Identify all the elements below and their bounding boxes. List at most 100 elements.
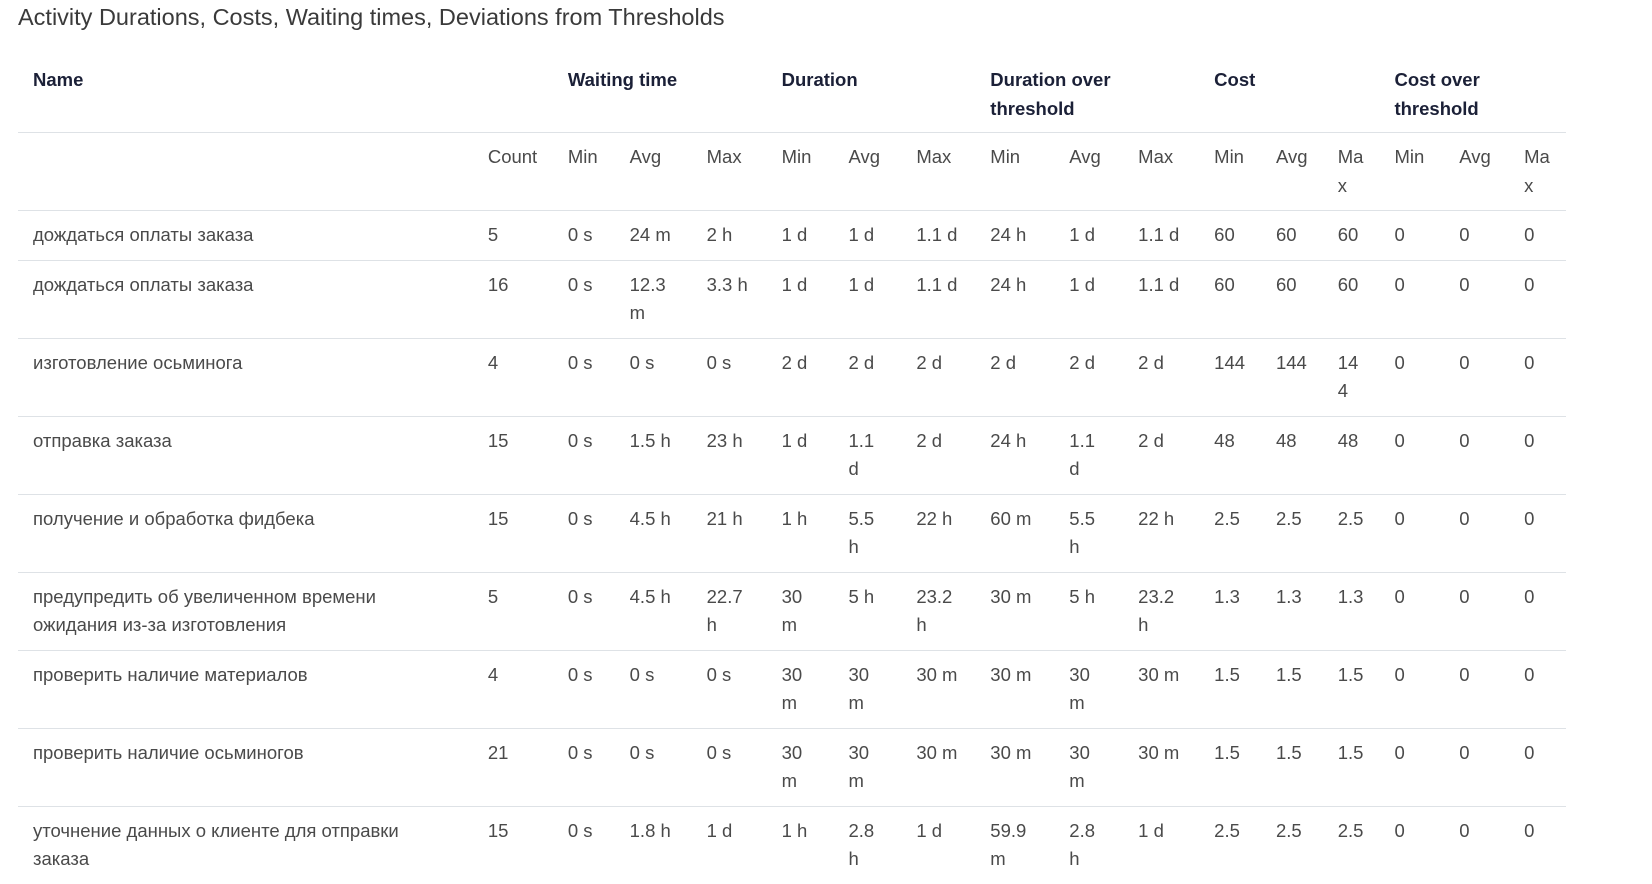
activity-name-cell: получение и обработка фидбека bbox=[18, 494, 473, 573]
cell-cost-over-max: 0 bbox=[1524, 819, 1535, 841]
cell-duration-over-max: 2 d bbox=[1123, 338, 1200, 417]
cell-duration-min: 1 d bbox=[766, 260, 834, 339]
cell-cost-avg: 60 bbox=[1260, 210, 1323, 261]
cell-cost-over-avg: 0 bbox=[1444, 416, 1510, 495]
cell-waiting-max: 22.7 h bbox=[691, 572, 767, 651]
cell-waiting-avg: 0 s bbox=[614, 338, 692, 417]
cell-count: 5 bbox=[472, 572, 553, 651]
cell-waiting-max: 0 s bbox=[691, 728, 767, 807]
header-waiting-time: Waiting time bbox=[552, 56, 767, 133]
cell-duration-over-max: 1.1 d bbox=[1123, 260, 1200, 339]
cell-duration-min: 30 m bbox=[766, 728, 834, 807]
cell-count: 15 bbox=[472, 416, 553, 495]
subheader-cost-avg: Avg bbox=[1260, 132, 1323, 211]
cell-cost-max: 1.5 bbox=[1322, 650, 1380, 729]
cell-duration-avg: 1 d bbox=[833, 210, 902, 261]
subheader-duration-max: Max bbox=[901, 132, 976, 211]
cell-waiting-min: 0 s bbox=[552, 210, 615, 261]
cell-duration-min: 1 h bbox=[766, 494, 834, 573]
cell-cost-max: 1.5 bbox=[1322, 728, 1380, 807]
cell-duration-over-avg: 1.1 d bbox=[1054, 416, 1124, 495]
cell-duration-over-avg: 5 h bbox=[1054, 572, 1124, 651]
cell-duration-max: 30 m bbox=[901, 650, 976, 729]
cell-cost-over-max: 0 bbox=[1509, 260, 1566, 339]
cell-duration-min: 30 m bbox=[766, 572, 834, 651]
subheader-cost-max: Max bbox=[1322, 132, 1380, 211]
subheader-duration-over-max: Max bbox=[1123, 132, 1200, 211]
cell-cost-over-avg: 0 bbox=[1444, 210, 1510, 261]
cell-cost-over-max: 0 bbox=[1509, 494, 1566, 573]
cell-cost-max: 1.3 bbox=[1322, 572, 1380, 651]
cell-duration-over-min: 30 m bbox=[975, 650, 1055, 729]
cell-duration-over-avg: 1 d bbox=[1054, 260, 1124, 339]
cell-cost-avg: 1.5 bbox=[1260, 728, 1323, 807]
cell-waiting-avg: 0 s bbox=[614, 650, 692, 729]
header-duration: Duration bbox=[766, 56, 976, 133]
subheader-cost-over-max: Max bbox=[1509, 132, 1566, 211]
cell-duration-over-min: 30 m bbox=[975, 728, 1055, 807]
cell-waiting-max: 23 h bbox=[691, 416, 767, 495]
cell-waiting-min: 0 s bbox=[552, 260, 615, 339]
cell-waiting-min: 0 s bbox=[552, 338, 615, 417]
cell-duration-avg: 30 m bbox=[833, 650, 902, 729]
table-row: предупредить об увеличенном времени ожид… bbox=[18, 572, 1566, 651]
subheader-cost-min: Min bbox=[1199, 132, 1261, 211]
cell-waiting-min: 0 s bbox=[567, 819, 593, 841]
cell-cost-max: 48 bbox=[1322, 416, 1380, 495]
cell-duration-over-min: 24 h bbox=[975, 210, 1055, 261]
cell-duration-over-min: 24 h bbox=[975, 260, 1055, 339]
cell-cost-over-min: 0 bbox=[1379, 572, 1445, 651]
cell-duration-avg: 2.8 h bbox=[848, 819, 875, 870]
cell-duration-max: 22 h bbox=[901, 494, 976, 573]
cell-cost-over-avg: 0 bbox=[1459, 819, 1470, 841]
cell-duration-max: 30 m bbox=[901, 728, 976, 807]
header-name: Name bbox=[18, 56, 553, 133]
cell-cost-over-max: 0 bbox=[1509, 572, 1566, 651]
cell-duration-over-min: 2 d bbox=[975, 338, 1055, 417]
cell-waiting-min: 0 s bbox=[552, 416, 615, 495]
cell-cost-max: 60 bbox=[1322, 210, 1380, 261]
activity-stats-table: Name Waiting time Duration Duration over… bbox=[18, 56, 1566, 884]
subheader-duration-avg: Avg bbox=[833, 132, 902, 211]
cell-waiting-min: 0 s bbox=[552, 728, 615, 807]
cell-cost-min: 2.5 bbox=[1214, 819, 1240, 841]
subheader-waiting-max: Max bbox=[691, 132, 767, 211]
page-title: Activity Durations, Costs, Waiting times… bbox=[18, 4, 725, 30]
activity-name-cell: проверить наличие материалов bbox=[18, 650, 473, 729]
header-cost-over-threshold: Cost over threshold bbox=[1379, 56, 1566, 133]
subheader-name bbox=[18, 132, 473, 211]
cell-waiting-avg: 24 m bbox=[614, 210, 692, 261]
cell-duration-min: 1 d bbox=[766, 416, 834, 495]
cell-duration-avg: 30 m bbox=[833, 728, 902, 807]
cell-waiting-max: 2 h bbox=[691, 210, 767, 261]
cell-cost-max: 2.5 bbox=[1322, 494, 1380, 573]
cell-duration-over-min: 60 m bbox=[975, 494, 1055, 573]
cell-cost-over-avg: 0 bbox=[1444, 728, 1510, 807]
cell-duration-min: 1 h bbox=[781, 819, 808, 841]
cell-cost-min: 1.5 bbox=[1199, 650, 1261, 729]
cell-waiting-avg: 1.5 h bbox=[614, 416, 692, 495]
cell-waiting-avg: 12.3 m bbox=[614, 260, 692, 339]
header-cost: Cost bbox=[1199, 56, 1380, 133]
cell-cost-min: 60 bbox=[1199, 210, 1261, 261]
cell-count: 16 bbox=[472, 260, 553, 339]
cell-duration-over-max: 30 m bbox=[1123, 728, 1200, 807]
cell-cost-avg: 2.5 bbox=[1260, 494, 1323, 573]
cell-cost-over-min: 0 bbox=[1379, 494, 1445, 573]
cell-cost-min: 144 bbox=[1199, 338, 1261, 417]
cell-duration-over-min: 24 h bbox=[975, 416, 1055, 495]
cell-waiting-max: 0 s bbox=[691, 650, 767, 729]
cell-duration-min: 30 m bbox=[766, 650, 834, 729]
activity-name-cell: дождаться оплаты заказа bbox=[18, 210, 473, 261]
subheader-cost-over-min: Min bbox=[1379, 132, 1445, 211]
cell-duration-avg: 1.1 d bbox=[833, 416, 902, 495]
activity-name-cell: отправка заказа bbox=[18, 416, 473, 495]
cell-cost-over-max: 0 bbox=[1509, 728, 1566, 807]
cell-waiting-avg: 4.5 h bbox=[614, 494, 692, 573]
cell-cost-min: 60 bbox=[1199, 260, 1261, 339]
cell-cost-min: 1.5 bbox=[1199, 728, 1261, 807]
cell-duration-over-max: 22 h bbox=[1123, 494, 1200, 573]
cell-cost-over-max: 0 bbox=[1509, 210, 1566, 261]
